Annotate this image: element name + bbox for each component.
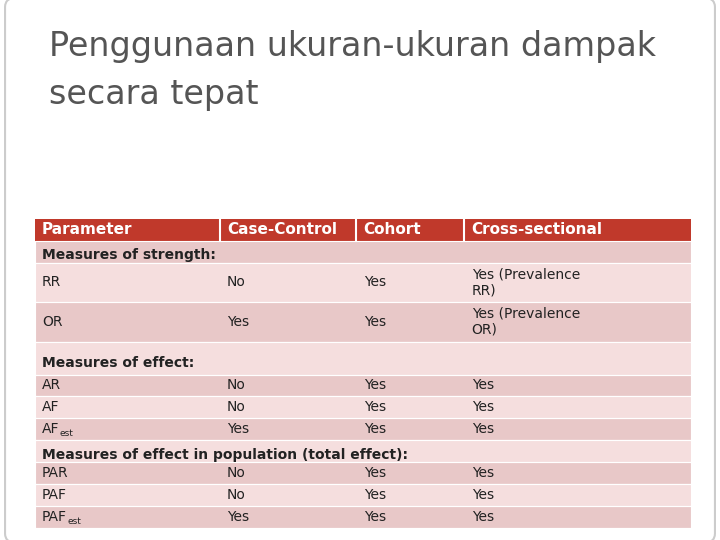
Text: No: No bbox=[227, 488, 246, 502]
FancyBboxPatch shape bbox=[35, 396, 691, 419]
Text: est: est bbox=[68, 517, 81, 526]
FancyBboxPatch shape bbox=[35, 506, 691, 528]
FancyBboxPatch shape bbox=[35, 342, 691, 375]
Text: Yes: Yes bbox=[364, 488, 386, 502]
Text: PAR: PAR bbox=[42, 466, 68, 480]
Text: Yes: Yes bbox=[472, 510, 494, 524]
Text: Yes: Yes bbox=[364, 379, 386, 393]
Text: Yes: Yes bbox=[227, 315, 249, 329]
Text: No: No bbox=[227, 466, 246, 480]
Text: Yes: Yes bbox=[364, 315, 386, 329]
FancyBboxPatch shape bbox=[35, 375, 691, 396]
FancyBboxPatch shape bbox=[35, 440, 691, 462]
Text: Yes: Yes bbox=[364, 422, 386, 436]
FancyBboxPatch shape bbox=[35, 241, 691, 262]
Text: Yes (Prevalence
RR): Yes (Prevalence RR) bbox=[472, 267, 580, 298]
Text: Yes: Yes bbox=[472, 488, 494, 502]
Text: Yes: Yes bbox=[472, 466, 494, 480]
FancyBboxPatch shape bbox=[35, 262, 691, 302]
Text: Parameter: Parameter bbox=[42, 222, 132, 237]
FancyBboxPatch shape bbox=[35, 418, 691, 440]
Text: Penggunaan ukuran-ukuran dampak: Penggunaan ukuran-ukuran dampak bbox=[49, 30, 656, 63]
Text: RR: RR bbox=[42, 275, 61, 289]
Text: Yes: Yes bbox=[227, 422, 249, 436]
Text: Measures of effect in population (total effect):: Measures of effect in population (total … bbox=[42, 448, 408, 462]
Text: AF: AF bbox=[42, 401, 59, 414]
Text: Yes: Yes bbox=[472, 422, 494, 436]
Text: secara tepat: secara tepat bbox=[49, 78, 258, 111]
Text: Cohort: Cohort bbox=[364, 222, 421, 237]
FancyBboxPatch shape bbox=[35, 484, 691, 506]
Text: est: est bbox=[59, 429, 73, 438]
Text: Yes: Yes bbox=[472, 379, 494, 393]
FancyBboxPatch shape bbox=[5, 0, 715, 540]
Text: OR: OR bbox=[42, 315, 62, 329]
Text: Case-Control: Case-Control bbox=[227, 222, 337, 237]
Text: Cross-sectional: Cross-sectional bbox=[472, 222, 603, 237]
Text: Measures of strength:: Measures of strength: bbox=[42, 248, 215, 262]
Text: Yes: Yes bbox=[472, 401, 494, 414]
Text: Yes: Yes bbox=[364, 510, 386, 524]
Text: AR: AR bbox=[42, 379, 61, 393]
Text: PAF: PAF bbox=[42, 488, 67, 502]
Text: Yes: Yes bbox=[364, 275, 386, 289]
Text: Yes (Prevalence
OR): Yes (Prevalence OR) bbox=[472, 307, 580, 337]
FancyBboxPatch shape bbox=[35, 219, 691, 241]
Text: Yes: Yes bbox=[364, 401, 386, 414]
Text: Yes: Yes bbox=[364, 466, 386, 480]
FancyBboxPatch shape bbox=[35, 302, 691, 342]
Text: No: No bbox=[227, 401, 246, 414]
Text: AF: AF bbox=[42, 422, 59, 436]
Text: No: No bbox=[227, 379, 246, 393]
Text: PAF: PAF bbox=[42, 510, 67, 524]
Text: Yes: Yes bbox=[227, 510, 249, 524]
FancyBboxPatch shape bbox=[35, 462, 691, 484]
Text: Measures of effect:: Measures of effect: bbox=[42, 356, 194, 370]
Text: No: No bbox=[227, 275, 246, 289]
